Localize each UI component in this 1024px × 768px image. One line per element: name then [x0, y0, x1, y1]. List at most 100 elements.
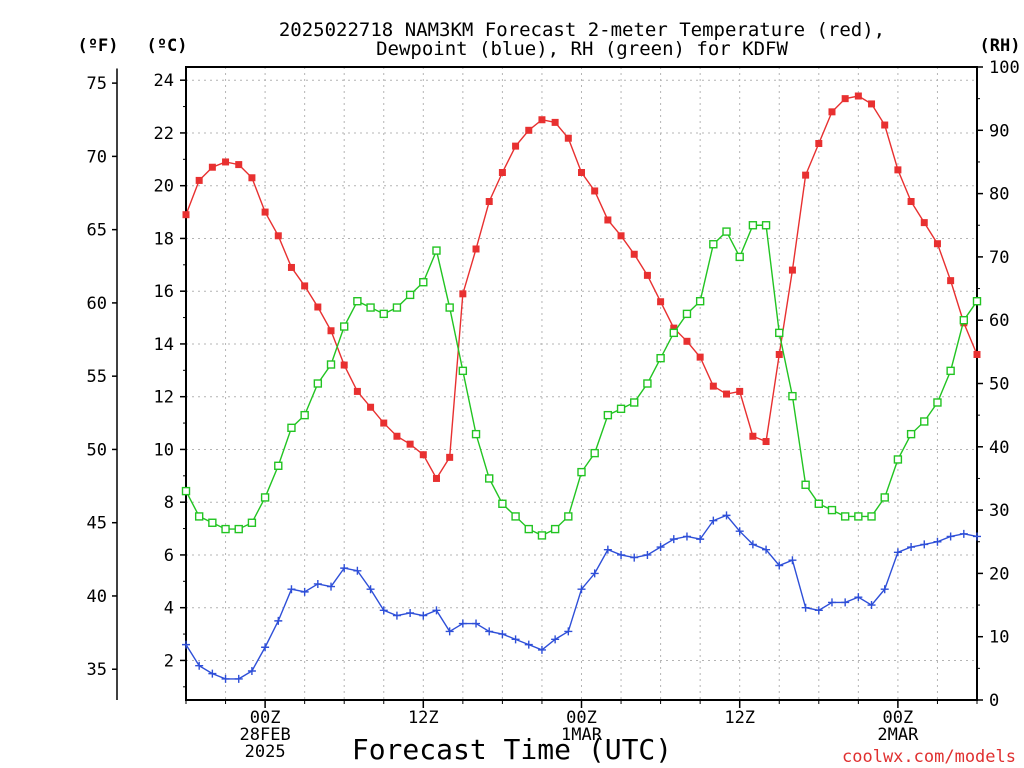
- tick-label-fahrenheit: 50: [87, 440, 107, 460]
- temperature-point: [248, 174, 256, 182]
- rh-point: [761, 221, 771, 230]
- dewpoint-point: [748, 540, 757, 549]
- chart-title-line2: Dewpoint (blue), RH (green) for KDFW: [376, 38, 788, 60]
- rh-point: [893, 455, 903, 464]
- tick-label-rh: 60: [989, 311, 1009, 331]
- tick-label-celsius: 16: [154, 282, 174, 302]
- dewpoint-point: [933, 537, 942, 546]
- tick-label-rh: 40: [989, 438, 1009, 458]
- rh-point: [814, 499, 823, 508]
- temperature-point: [314, 303, 322, 311]
- rh-point: [748, 221, 758, 230]
- temperature-point: [446, 453, 454, 461]
- rh-point: [550, 524, 560, 534]
- dewpoint-point: [630, 553, 639, 562]
- rh-point: [564, 512, 573, 521]
- rh-point: [946, 366, 955, 376]
- dewpoint-point: [432, 606, 441, 615]
- temperature-point: [933, 240, 941, 248]
- rh-point: [695, 297, 705, 306]
- temperature-point: [709, 382, 717, 390]
- temperature-point: [762, 438, 770, 446]
- dewpoint-point: [445, 627, 454, 636]
- rh-point: [524, 524, 533, 534]
- dewpoint-point: [893, 548, 902, 557]
- dewpoint-point: [524, 640, 533, 649]
- dewpoint-point: [340, 564, 349, 573]
- temperature-point: [854, 92, 862, 100]
- rh-point: [722, 227, 731, 236]
- rh-point: [445, 303, 454, 312]
- rh-point: [603, 410, 613, 420]
- rh-point: [511, 512, 520, 521]
- rh-point: [221, 524, 230, 534]
- temperature-point: [182, 211, 190, 219]
- tick-label-rh: 90: [989, 121, 1009, 141]
- dewpoint-point: [182, 640, 190, 649]
- tick-label-celsius: 4: [164, 599, 174, 619]
- rh-point: [208, 518, 217, 527]
- tick-label-x: 2025: [245, 742, 286, 762]
- dewpoint-point: [366, 585, 375, 594]
- rh-point: [775, 328, 784, 338]
- rh-point: [854, 512, 863, 521]
- rh-point: [405, 290, 415, 300]
- rh-point: [287, 423, 296, 433]
- rh-point: [432, 246, 441, 255]
- tick-label-celsius: 8: [164, 493, 174, 513]
- dewpoint-point: [841, 598, 850, 607]
- dewpoint-point: [722, 511, 731, 520]
- dewpoint-point: [762, 545, 771, 554]
- rh-point: [840, 512, 850, 521]
- rh-point: [906, 429, 916, 439]
- rh-point: [234, 524, 243, 534]
- tick-label-celsius: 6: [164, 546, 174, 566]
- tick-label-fahrenheit: 45: [87, 514, 107, 534]
- tick-label-fahrenheit: 35: [87, 660, 107, 680]
- rh-point: [181, 486, 191, 496]
- dewpoint-point: [867, 601, 876, 610]
- temperature-point: [881, 121, 889, 129]
- dewpoint-point: [603, 545, 612, 554]
- rh-point: [577, 467, 586, 477]
- rh-point: [300, 410, 309, 420]
- temperature-point: [367, 403, 375, 411]
- temperature-point: [301, 282, 309, 290]
- temperature-point: [802, 171, 810, 179]
- rh-point: [419, 278, 428, 287]
- tick-label-fahrenheit: 55: [87, 367, 107, 387]
- rh-point: [827, 505, 837, 515]
- dewpoint-point: [617, 550, 626, 559]
- dewpoint-point: [472, 619, 481, 628]
- chart-title-line1: 2025022718 NAM3KM Forecast 2-meter Tempe…: [279, 19, 885, 41]
- dewpoint-point: [300, 587, 309, 596]
- rh-point: [933, 398, 942, 407]
- rh-point: [959, 316, 969, 325]
- temperature-point: [723, 390, 731, 398]
- dewpoint-point: [973, 532, 981, 541]
- dewpoint-point: [656, 543, 665, 552]
- tick-label-celsius: 12: [154, 388, 174, 408]
- unit-label-rh: (RH): [980, 36, 1021, 56]
- tick-label-rh: 80: [989, 185, 1009, 205]
- temperature-point: [222, 158, 230, 166]
- temperature-point: [604, 216, 612, 224]
- temperature-point: [195, 176, 203, 184]
- temperature-point: [459, 290, 467, 298]
- temperature-point: [406, 440, 414, 448]
- dewpoint-point: [907, 543, 916, 552]
- dewpoint-point: [775, 561, 784, 570]
- temperature-point: [788, 266, 796, 274]
- rh-point: [194, 512, 204, 521]
- temperature-point: [617, 232, 625, 240]
- dewpoint-point: [498, 630, 507, 639]
- tick-label-x: 12Z: [724, 708, 755, 728]
- tick-label-celsius: 22: [154, 124, 174, 144]
- temperature-point: [947, 277, 955, 285]
- temperature-point: [683, 337, 691, 345]
- dewpoint-point: [537, 645, 546, 654]
- temperature-point: [657, 298, 665, 306]
- tick-label-fahrenheit: 60: [87, 294, 107, 314]
- dewpoint-point: [551, 635, 560, 644]
- rh-point: [485, 474, 494, 483]
